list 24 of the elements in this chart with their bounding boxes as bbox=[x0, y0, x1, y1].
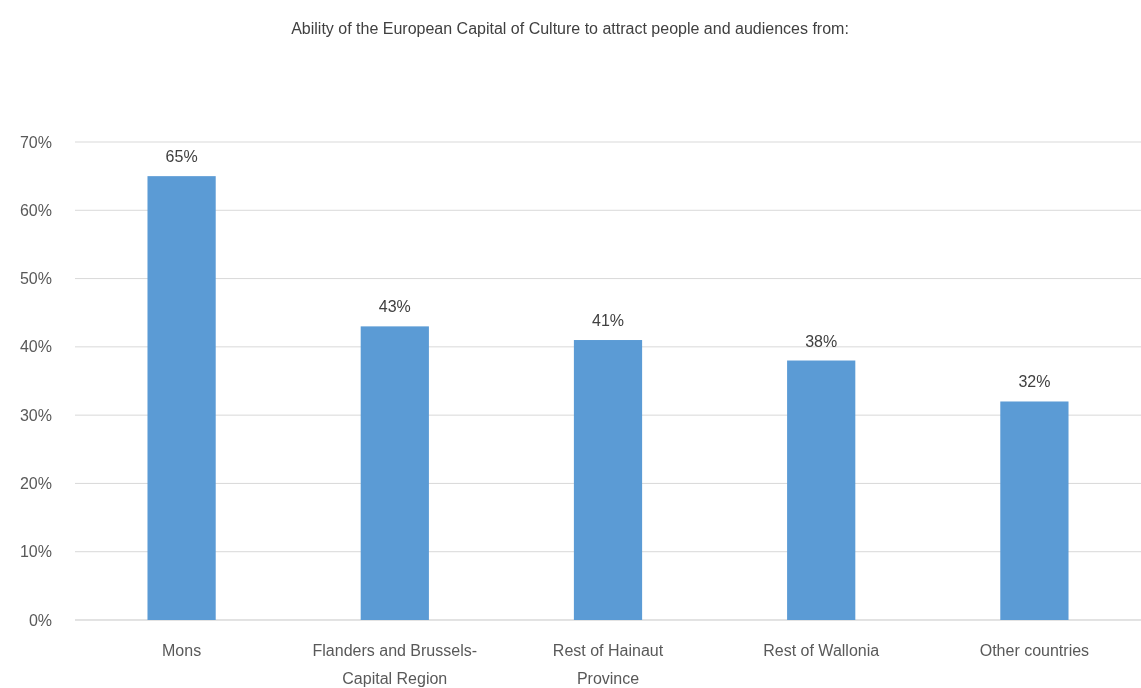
x-tick-label: Rest of Wallonia bbox=[763, 642, 880, 659]
data-label: 65% bbox=[165, 148, 198, 166]
chart-title: Ability of the European Capital of Culture to attract people and audiences from: bbox=[291, 20, 849, 37]
x-tick-label: Rest of Hainaut Province bbox=[552, 642, 664, 687]
y-tick-label: 20% bbox=[19, 475, 52, 493]
bar bbox=[360, 326, 429, 620]
bar bbox=[573, 340, 643, 620]
x-tick-label: Other countries bbox=[979, 642, 1090, 659]
y-tick-label: 70% bbox=[19, 133, 52, 151]
bar bbox=[1000, 401, 1069, 620]
y-tick-label: 10% bbox=[19, 543, 52, 561]
y-tick-label: 40% bbox=[19, 338, 52, 356]
bar bbox=[787, 360, 856, 620]
x-tick-label: Mons bbox=[162, 642, 202, 659]
y-tick-label: 60% bbox=[19, 201, 52, 219]
y-tick-label: 0% bbox=[28, 611, 52, 629]
y-tick-label: 50% bbox=[19, 270, 52, 288]
data-label: 32% bbox=[1018, 373, 1051, 391]
data-label: 38% bbox=[805, 332, 838, 350]
x-tick-label: Flanders and Brussels-Capital Region bbox=[312, 642, 478, 687]
y-tick-label: 30% bbox=[19, 406, 52, 424]
bar bbox=[147, 176, 216, 620]
data-label: 41% bbox=[591, 312, 625, 330]
data-label: 43% bbox=[378, 298, 411, 316]
